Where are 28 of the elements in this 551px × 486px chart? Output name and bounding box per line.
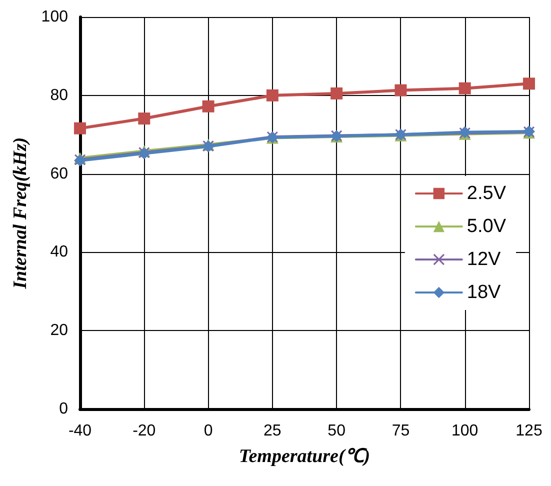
x-tick-label: 50 [328, 422, 346, 440]
y-tick-label: 100 [41, 8, 68, 26]
x-tick-label: 25 [264, 422, 282, 440]
y-tick-label: 0 [59, 400, 68, 418]
point [523, 78, 535, 90]
y-tick-label: 80 [50, 86, 68, 104]
point [74, 122, 86, 134]
y-tick-label: 60 [50, 165, 68, 182]
x-tick-label: 75 [392, 422, 410, 440]
y-axis-title: Internal Freq(kHz) [10, 137, 31, 290]
x-tick-label: 100 [452, 422, 478, 440]
x-tick-label: -40 [68, 422, 92, 440]
x-tick-label: 125 [516, 422, 542, 440]
legend-label: 12V [466, 249, 502, 270]
y-tick-label: 20 [50, 322, 68, 340]
point [202, 100, 214, 112]
legend-label: 18V [466, 282, 502, 303]
point [458, 82, 471, 94]
x-axis-title: Temperature(℃) [238, 446, 370, 467]
point [266, 89, 278, 102]
legend-label: 2.5V [466, 183, 506, 204]
x-tick-label: 0 [204, 422, 213, 440]
point [330, 87, 343, 100]
x-tick-label: -20 [132, 422, 156, 440]
y-tick-label: 40 [50, 244, 68, 261]
legend-label: 5.0V [466, 216, 506, 237]
point [138, 112, 150, 125]
point [394, 84, 407, 96]
